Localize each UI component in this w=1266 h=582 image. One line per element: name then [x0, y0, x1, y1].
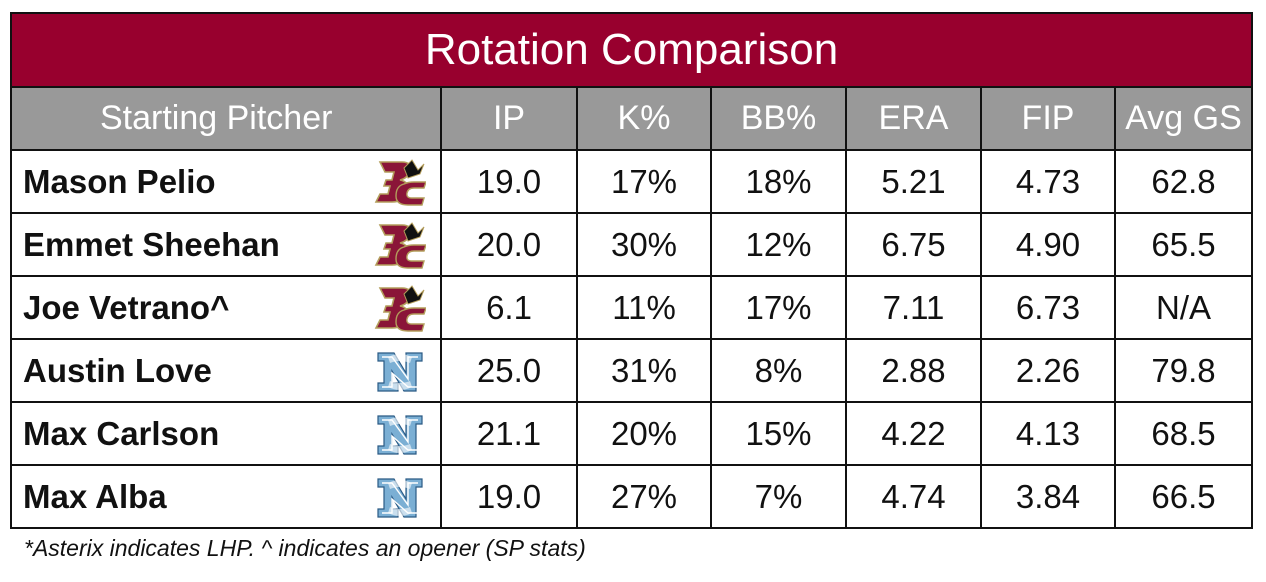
ip-cell: 19.0 — [440, 149, 578, 214]
table-row: Max Alba 19.0 27% 7% 4.74 3.84 66.5 — [10, 464, 1254, 529]
bc-logo-icon — [374, 285, 426, 332]
fip-cell: 4.73 — [980, 149, 1116, 214]
k-pct-cell: 11% — [576, 275, 712, 340]
pitcher-name: Emmet Sheehan — [23, 225, 280, 263]
table-row: Austin Love 25.0 31% 8% 2.88 2.26 79.8 — [10, 338, 1254, 403]
era-cell: 5.21 — [845, 149, 982, 214]
avg-gs-cell: N/A — [1113, 275, 1254, 340]
pitcher-name-cell: Austin Love — [10, 338, 442, 403]
k-pct-cell: 30% — [576, 212, 712, 277]
table-row: Mason Pelio 19.0 17% 18% 5.21 4.73 62.8 — [10, 149, 1254, 214]
fip-cell: 6.73 — [980, 275, 1116, 340]
bc-logo-icon — [374, 222, 426, 269]
fip-cell: 3.84 — [980, 464, 1116, 529]
fip-cell: 4.13 — [980, 401, 1116, 466]
column-header-fip: FIP — [980, 86, 1116, 151]
k-pct-cell: 17% — [576, 149, 712, 214]
pitcher-name-cell: Max Carlson — [10, 401, 442, 466]
column-header-ip: IP — [440, 86, 578, 151]
fip-cell: 4.90 — [980, 212, 1116, 277]
bb-pct-cell: 12% — [710, 212, 847, 277]
era-cell: 4.22 — [845, 401, 982, 466]
k-pct-cell: 27% — [576, 464, 712, 529]
pitcher-name-cell: Mason Pelio — [10, 149, 442, 214]
pitcher-name: Max Carlson — [23, 414, 220, 452]
pitcher-name: Mason Pelio — [23, 162, 216, 200]
column-header-bb-pct: BB% — [710, 86, 847, 151]
column-header-era: ERA — [845, 86, 982, 151]
unc-logo-icon — [377, 352, 423, 392]
rotation-comparison-table: Rotation Comparison Starting Pitcher IP … — [9, 12, 1254, 529]
ip-cell: 6.1 — [440, 275, 578, 340]
fip-cell: 2.26 — [980, 338, 1116, 403]
pitcher-name-cell: Emmet Sheehan — [10, 212, 442, 277]
bb-pct-cell: 7% — [710, 464, 847, 529]
ip-cell: 25.0 — [440, 338, 578, 403]
footnote: *Asterix indicates LHP. ^ indicates an o… — [24, 535, 586, 561]
unc-logo-icon — [377, 478, 423, 518]
era-cell: 2.88 — [845, 338, 982, 403]
table-title: Rotation Comparison — [9, 12, 1254, 88]
pitcher-name-cell: Max Alba — [10, 464, 442, 529]
pitcher-name: Austin Love — [23, 351, 212, 389]
ip-cell: 21.1 — [440, 401, 578, 466]
era-cell: 6.75 — [845, 212, 982, 277]
avg-gs-cell: 79.8 — [1113, 338, 1254, 403]
k-pct-cell: 20% — [576, 401, 712, 466]
column-header-k-pct: K% — [576, 86, 712, 151]
table-row: Emmet Sheehan 20.0 30% 12% 6.75 4.90 65.5 — [10, 212, 1254, 277]
ip-cell: 19.0 — [440, 464, 578, 529]
bb-pct-cell: 17% — [710, 275, 847, 340]
table-row: Max Carlson 21.1 20% 15% 4.22 4.13 68.5 — [10, 401, 1254, 466]
bc-logo-icon — [374, 159, 426, 206]
bb-pct-cell: 15% — [710, 401, 847, 466]
pitcher-name: Max Alba — [23, 477, 167, 515]
unc-logo-icon — [377, 415, 423, 455]
pitcher-name-cell: Joe Vetrano^ — [10, 275, 442, 340]
avg-gs-cell: 62.8 — [1113, 149, 1254, 214]
bb-pct-cell: 8% — [710, 338, 847, 403]
avg-gs-cell: 68.5 — [1113, 401, 1254, 466]
avg-gs-cell: 65.5 — [1113, 212, 1254, 277]
column-header-starting-pitcher: Starting Pitcher — [10, 86, 442, 151]
column-header-avg-gs: Avg GS — [1113, 86, 1254, 151]
era-cell: 4.74 — [845, 464, 982, 529]
ip-cell: 20.0 — [440, 212, 578, 277]
k-pct-cell: 31% — [576, 338, 712, 403]
era-cell: 7.11 — [845, 275, 982, 340]
table-row: Joe Vetrano^ 6.1 11% 17% 7.11 6.73 N/A — [10, 275, 1254, 340]
bb-pct-cell: 18% — [710, 149, 847, 214]
pitcher-name: Joe Vetrano^ — [23, 288, 230, 326]
avg-gs-cell: 66.5 — [1113, 464, 1254, 529]
header-row: Starting Pitcher IP K% BB% ERA FIP Avg G… — [10, 86, 1254, 151]
